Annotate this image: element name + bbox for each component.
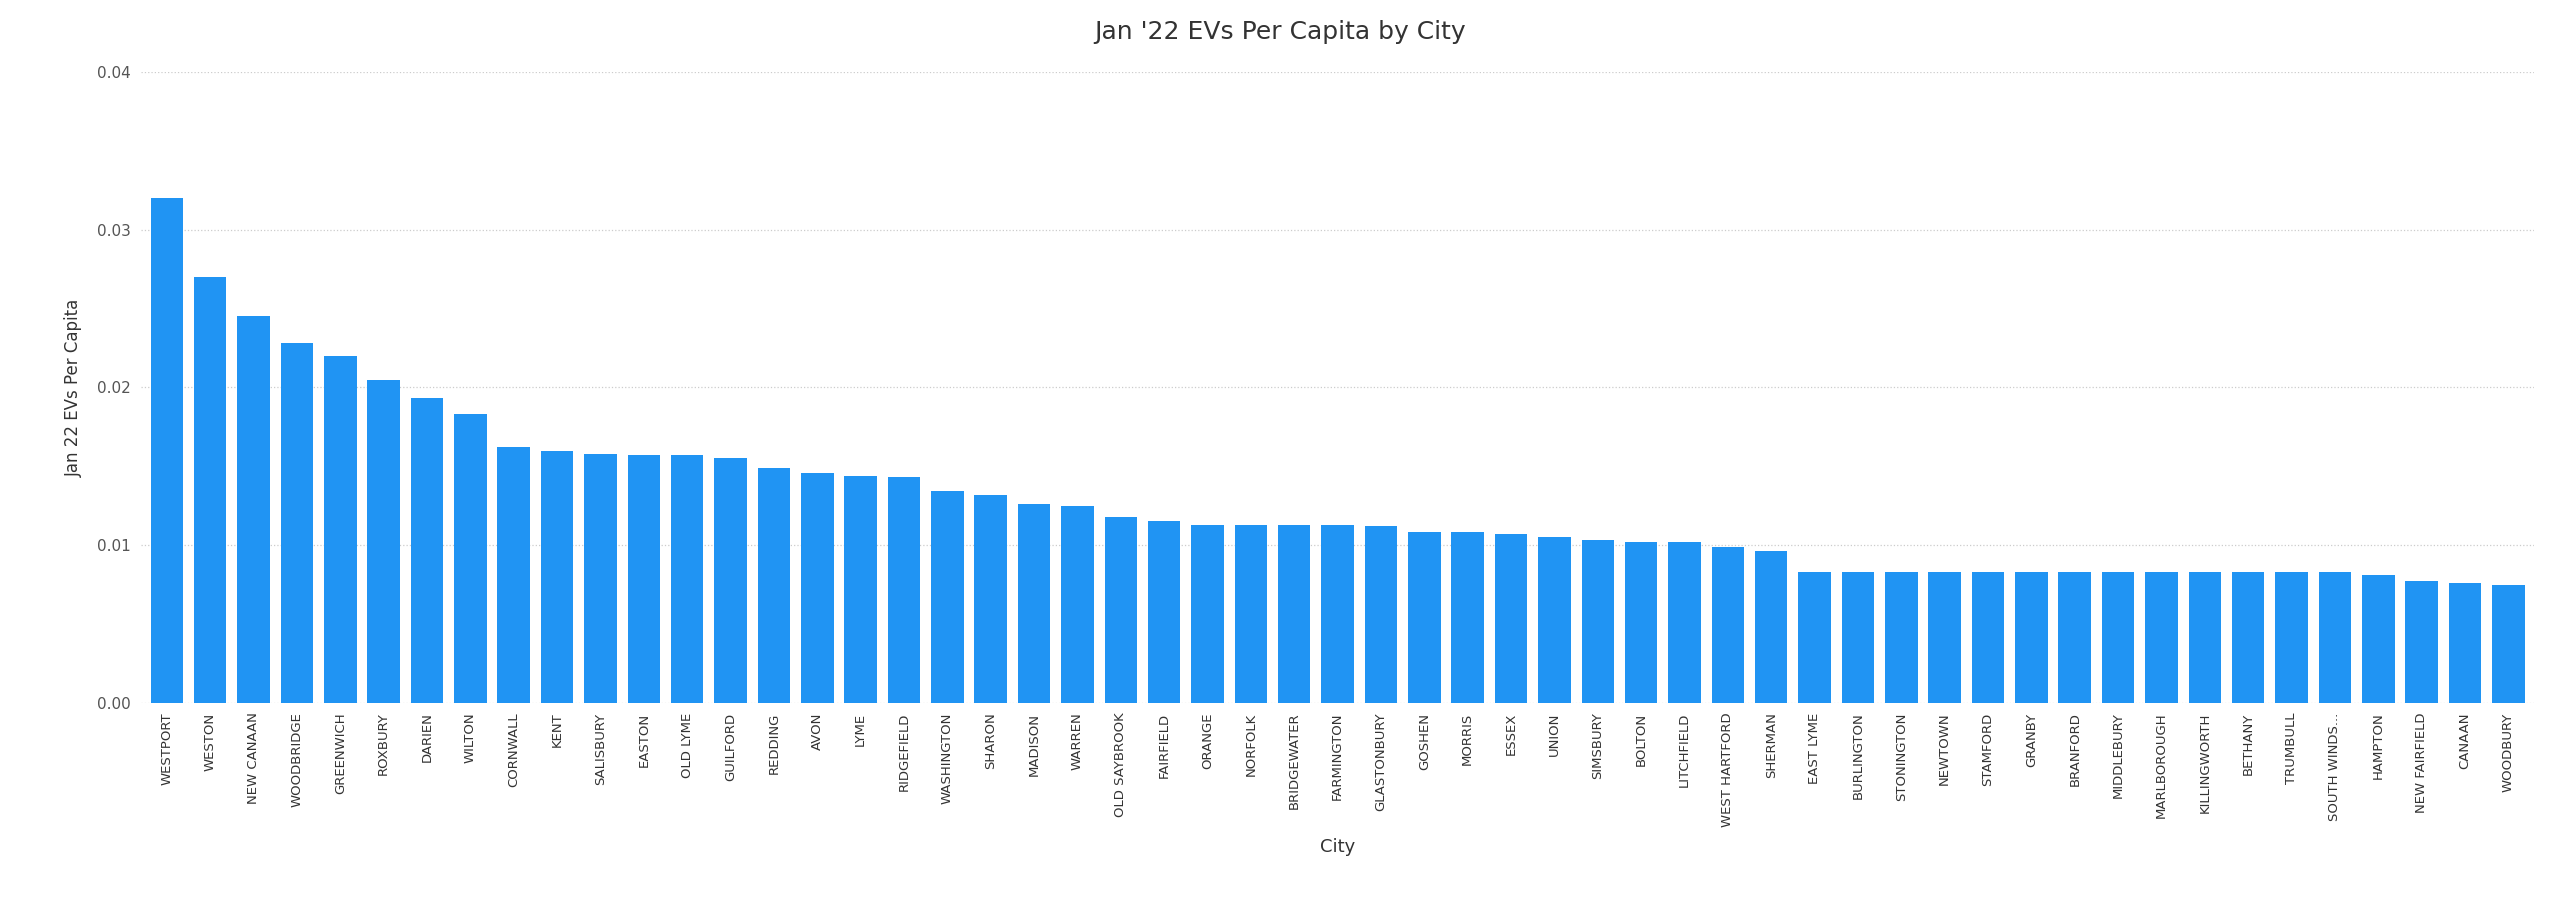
Bar: [1539, 537, 1572, 703]
Bar: [410, 398, 443, 703]
Bar: [1582, 541, 1613, 703]
Bar: [2363, 575, 2394, 703]
Bar: [2232, 572, 2266, 703]
Bar: [1147, 522, 1180, 703]
Bar: [1971, 572, 2004, 703]
Bar: [1797, 572, 1830, 703]
Bar: [238, 316, 269, 703]
Bar: [2145, 572, 2179, 703]
Bar: [1103, 517, 1137, 703]
Bar: [453, 414, 486, 703]
Bar: [2406, 581, 2437, 703]
Bar: [1019, 505, 1050, 703]
Bar: [1408, 532, 1441, 703]
Bar: [1364, 526, 1398, 703]
Bar: [888, 478, 919, 703]
Bar: [2319, 572, 2350, 703]
Bar: [2102, 572, 2135, 703]
Bar: [1928, 572, 1961, 703]
Bar: [1234, 524, 1267, 703]
Bar: [801, 473, 835, 703]
Text: Jan '22 EVs Per Capita by City: Jan '22 EVs Per Capita by City: [1093, 21, 1467, 44]
Bar: [1841, 572, 1874, 703]
Bar: [497, 448, 530, 703]
Bar: [540, 450, 573, 703]
Bar: [714, 459, 748, 703]
Bar: [1626, 542, 1656, 703]
Bar: [932, 492, 963, 703]
Bar: [627, 455, 660, 703]
Bar: [1452, 532, 1485, 703]
Bar: [2276, 572, 2307, 703]
Bar: [2189, 572, 2222, 703]
Bar: [2450, 583, 2481, 703]
Bar: [758, 468, 791, 703]
Bar: [1713, 547, 1743, 703]
Bar: [282, 343, 312, 703]
Y-axis label: Jan 22 EVs Per Capita: Jan 22 EVs Per Capita: [67, 298, 84, 477]
Bar: [2491, 585, 2524, 703]
Bar: [2015, 572, 2048, 703]
Bar: [1669, 542, 1700, 703]
Bar: [584, 454, 617, 703]
Bar: [1277, 524, 1311, 703]
Bar: [325, 356, 356, 703]
Bar: [1495, 534, 1528, 703]
Bar: [845, 476, 878, 703]
Bar: [2058, 572, 2092, 703]
Bar: [671, 455, 704, 703]
Bar: [1321, 524, 1354, 703]
Bar: [195, 278, 225, 703]
Bar: [975, 495, 1006, 703]
X-axis label: City: City: [1321, 838, 1354, 856]
Bar: [1062, 505, 1093, 703]
Bar: [1756, 551, 1787, 703]
Bar: [1190, 524, 1224, 703]
Bar: [151, 198, 184, 703]
Bar: [1884, 572, 1917, 703]
Bar: [369, 379, 399, 703]
